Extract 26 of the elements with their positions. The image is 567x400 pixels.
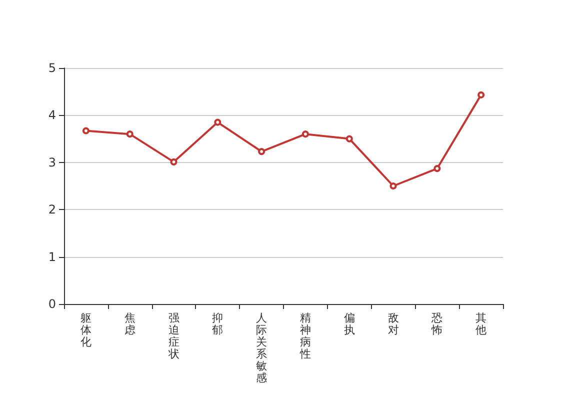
point bbox=[170, 158, 178, 166]
x-tick-label: 精神病性 bbox=[298, 312, 311, 360]
point bbox=[390, 182, 397, 190]
point bbox=[126, 130, 134, 138]
y-tick-label: 0 bbox=[48, 297, 56, 311]
point bbox=[82, 127, 90, 134]
x-tick-label: 其他 bbox=[476, 312, 487, 336]
x-tick-label: 偏执 bbox=[344, 312, 355, 336]
x-tick-label: 敌对 bbox=[388, 312, 399, 336]
y-tick-label: 2 bbox=[48, 202, 56, 217]
x-tick-label: 焦虑 bbox=[124, 312, 136, 336]
point bbox=[346, 135, 353, 142]
x-tick-label: 强迫症状 bbox=[167, 312, 180, 360]
y-tick-label: 1 bbox=[48, 250, 56, 264]
point bbox=[258, 148, 266, 156]
point bbox=[434, 165, 441, 172]
point bbox=[302, 130, 309, 138]
x-tick-label: 躯体化 bbox=[80, 312, 92, 348]
x-tick-label: 人际关系敏感 bbox=[256, 312, 268, 384]
x-tick-label: 恐怖 bbox=[430, 312, 443, 336]
y-tick-label: 3 bbox=[48, 155, 56, 170]
y-tick-label: 4 bbox=[48, 108, 56, 122]
y-tick-label: 5 bbox=[48, 61, 56, 75]
x-tick-label: 抑郁 bbox=[212, 312, 224, 336]
point bbox=[478, 91, 485, 98]
point bbox=[214, 118, 222, 126]
